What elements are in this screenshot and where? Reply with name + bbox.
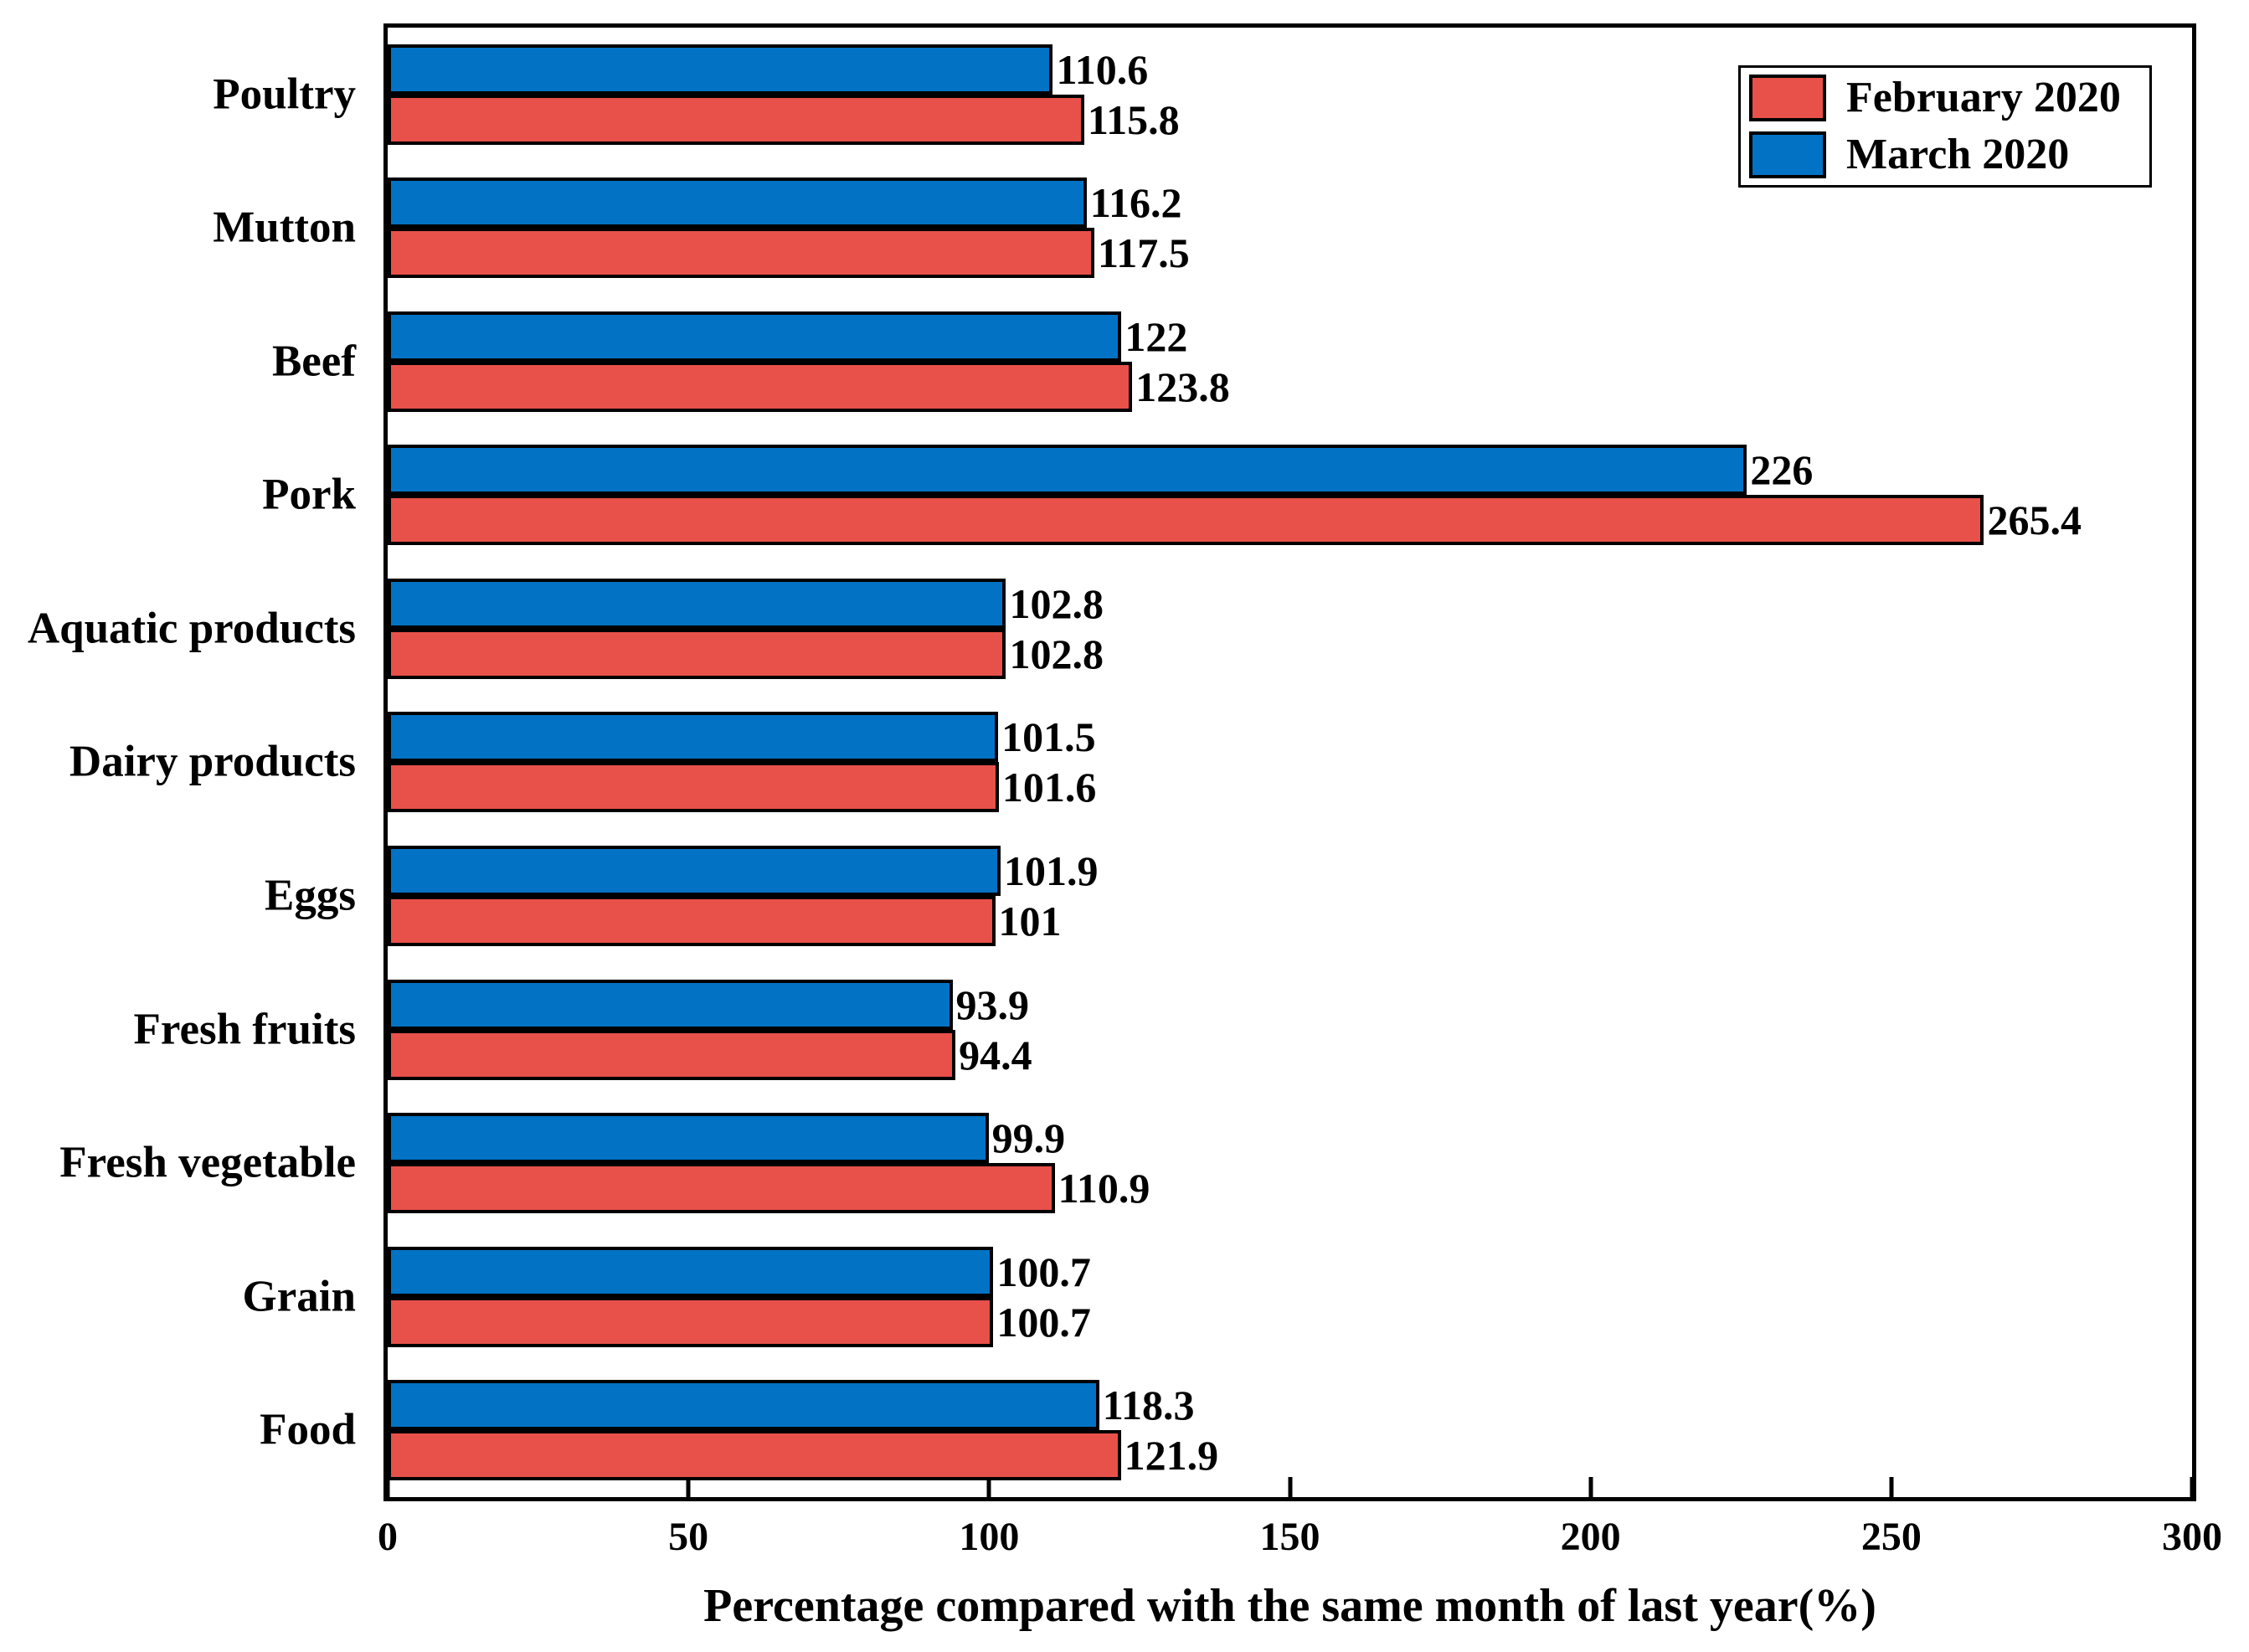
category-group-eggs: Eggs 101.9 101 <box>265 829 2192 963</box>
category-group-fresh-fruits: Fresh fruits 93.9 94.4 <box>134 963 2192 1097</box>
bar-march-2020: 99.9 <box>388 1113 1065 1164</box>
x-axis-tick <box>686 1477 691 1497</box>
value-label: 101.5 <box>1001 713 1096 761</box>
value-label: 122 <box>1124 312 1188 360</box>
bar-february-2020: 123.8 <box>388 361 1230 412</box>
legend-swatch-march-icon <box>1749 131 1826 178</box>
category-label: Fresh fruits <box>133 1005 356 1054</box>
bar-february-2020: 102.8 <box>388 628 1104 679</box>
category-group-food: Food 118.3 121.9 <box>260 1363 2192 1497</box>
legend-item-march: March 2020 <box>1749 131 2149 179</box>
category-group-dairy-products: Dairy products 101.5 101.6 <box>69 696 2192 830</box>
bar-february-2020: 110.9 <box>388 1163 1150 1214</box>
category-group-beef: Beef 122 123.8 <box>272 295 2192 429</box>
value-label: 123.8 <box>1135 363 1230 410</box>
bar-march-2020: 93.9 <box>388 979 1029 1030</box>
x-axis-tick <box>385 1477 390 1497</box>
bar-march-2020: 102.8 <box>388 578 1104 629</box>
x-axis-tick <box>1288 1477 1292 1497</box>
x-axis-tick <box>1588 1477 1593 1497</box>
value-label: 265.4 <box>1987 497 2082 544</box>
bar-february-2020: 100.7 <box>388 1296 1091 1347</box>
category-label: Beef <box>271 337 356 386</box>
legend-label-february: February 2020 <box>1846 74 2121 121</box>
category-label: Food <box>260 1405 356 1454</box>
bar-february-2020: 115.8 <box>388 94 1180 145</box>
category-group-fresh-vegetable: Fresh vegetable 99.9 110.9 <box>59 1096 2192 1230</box>
x-axis-tick-labels: 0 50 100 150 200 250 300 <box>378 1515 2222 1567</box>
x-axis-tick-label: 200 <box>1560 1515 1621 1559</box>
category-label: Dairy products <box>69 737 356 786</box>
bar-march-2020: 118.3 <box>388 1380 1195 1431</box>
category-label: Poultry <box>213 69 356 119</box>
bar-march-2020: 226 <box>388 445 1813 496</box>
category-label: Eggs <box>265 871 356 920</box>
bar-february-2020: 265.4 <box>388 495 2082 546</box>
x-axis-tick <box>986 1477 991 1497</box>
bar-february-2020: 121.9 <box>388 1430 1218 1481</box>
bar-march-2020: 100.7 <box>388 1246 1091 1297</box>
plot-area: February 2020 March 2020 Poultry 110.6 115… <box>28 23 2196 1501</box>
value-label: 93.9 <box>955 980 1030 1028</box>
value-label: 102.8 <box>1009 579 1104 627</box>
x-axis-tick-label: 100 <box>959 1515 1020 1559</box>
category-group-grain: Grain 100.7 100.7 <box>243 1230 2192 1364</box>
value-label: 116.2 <box>1089 179 1182 227</box>
legend-label-march: March 2020 <box>1846 131 2070 178</box>
category-group-aquatic-products: Aquatic products 102.8 102.8 <box>28 562 2192 696</box>
bar-february-2020: 101 <box>388 896 1062 947</box>
value-label: 101.9 <box>1003 847 1099 895</box>
category-label: Aquatic products <box>27 604 356 653</box>
legend-item-february: February 2020 <box>1749 74 2149 122</box>
x-axis-tick-label: 250 <box>1860 1515 1922 1559</box>
value-label: 100.7 <box>996 1298 1091 1346</box>
value-label: 110.6 <box>1056 45 1149 93</box>
bar-february-2020: 94.4 <box>388 1029 1032 1080</box>
category-label: Fresh vegetable <box>59 1138 356 1187</box>
value-label: 121.9 <box>1124 1432 1219 1480</box>
bar-february-2020: 117.5 <box>388 228 1190 279</box>
value-label: 100.7 <box>996 1248 1091 1295</box>
category-group-poultry: Poultry 110.6 115.8 <box>213 28 2192 162</box>
x-axis-tick-label: 50 <box>668 1515 709 1559</box>
x-axis-tick-label: 0 <box>378 1515 398 1559</box>
legend-swatch-february-icon <box>1749 75 1826 121</box>
category-group-mutton: Mutton 116.2 117.5 <box>213 162 2192 296</box>
value-label: 115.8 <box>1087 95 1180 143</box>
value-label: 226 <box>1750 446 1814 494</box>
value-label: 102.8 <box>1009 630 1104 677</box>
category-label: Pork <box>262 470 356 519</box>
x-axis-tick <box>2190 1477 2195 1497</box>
x-axis-tick-label: 300 <box>2162 1515 2222 1559</box>
bar-march-2020: 116.2 <box>388 178 1181 229</box>
value-label: 117.5 <box>1098 229 1190 277</box>
value-label: 101 <box>998 898 1062 945</box>
value-label: 110.9 <box>1058 1165 1150 1212</box>
bar-march-2020: 122 <box>388 311 1187 362</box>
category-label: Mutton <box>213 203 356 252</box>
x-axis-title: Percentage compared with the same month … <box>703 1580 1876 1632</box>
value-label: 118.3 <box>1102 1382 1195 1429</box>
value-label: 94.4 <box>959 1031 1032 1078</box>
bar-february-2020: 101.6 <box>388 762 1096 813</box>
category-label: Grain <box>242 1272 356 1321</box>
category-group-pork: Pork 226 265.4 <box>262 429 2192 563</box>
x-axis-tick <box>1889 1477 1894 1497</box>
legend: February 2020 March 2020 <box>1738 65 2152 188</box>
bar-march-2020: 101.9 <box>388 846 1098 897</box>
x-axis-tick-label: 150 <box>1259 1515 1320 1559</box>
value-label: 101.6 <box>1001 764 1097 811</box>
value-label: 99.9 <box>991 1114 1066 1162</box>
bar-march-2020: 101.5 <box>388 712 1096 763</box>
bar-march-2020: 110.6 <box>388 44 1148 95</box>
